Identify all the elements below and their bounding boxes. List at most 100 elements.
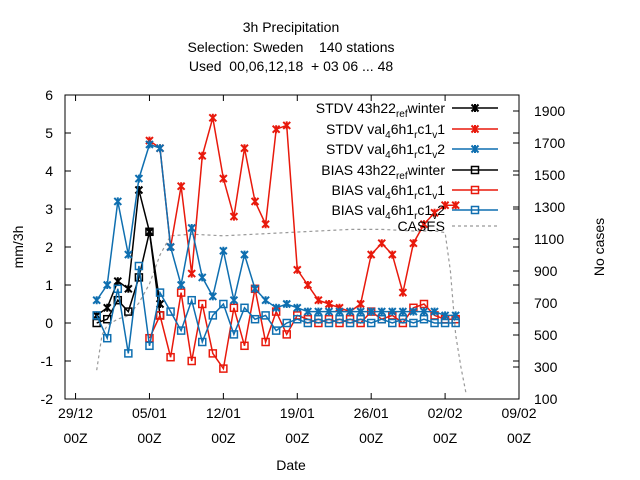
data-point — [430, 208, 439, 218]
legend-label-part: 6h1 — [391, 182, 415, 198]
data-point — [398, 314, 408, 324]
legend-swatch-marker — [470, 165, 480, 175]
legend-label: CASES — [398, 218, 445, 234]
data-point — [92, 295, 101, 305]
data-point — [92, 311, 101, 320]
data-point — [113, 295, 123, 305]
data-point — [229, 330, 239, 339]
data-point — [314, 314, 323, 324]
data-point — [208, 311, 218, 320]
x-tick-label-hour: 00Z — [359, 430, 384, 446]
y-tick-label: -2 — [41, 391, 54, 407]
data-point — [113, 197, 122, 206]
legend-swatch-marker — [470, 124, 480, 134]
y-axis-label: mm/3h — [10, 226, 26, 269]
legend-swatch-marker — [470, 144, 480, 154]
x-tick-label-hour: 00Z — [137, 430, 162, 446]
legend-label: BIAS val46h1rc1v2 — [331, 202, 445, 222]
legend-label-part: 6h1 — [391, 141, 415, 157]
legend-label-subscript: v — [432, 191, 437, 202]
data-point — [92, 311, 101, 320]
data-point — [250, 197, 260, 206]
y2-tick-label: 1900 — [534, 103, 565, 119]
x-tick-label: 05/01 — [132, 405, 167, 421]
x-tick-label: 02/02 — [428, 405, 463, 421]
data-point — [102, 333, 112, 343]
data-point — [430, 318, 439, 328]
y2-tick-label: 100 — [534, 391, 558, 407]
legend-label-subscript: 4 — [385, 150, 391, 161]
data-point — [176, 326, 186, 335]
data-point — [293, 265, 302, 275]
data-point — [219, 174, 228, 183]
legend-label-subscript: v — [432, 211, 437, 222]
data-point — [303, 307, 313, 316]
chart-title-line-1: 3h Precipitation — [243, 19, 340, 35]
data-point — [377, 314, 386, 324]
x-tick-label: 29/12 — [58, 405, 93, 421]
data-point — [124, 250, 133, 259]
data-point — [145, 341, 154, 351]
data-point — [103, 303, 112, 313]
data-point — [176, 288, 186, 297]
legend-label-part: c1 — [417, 141, 432, 157]
legend-label-subscript: r — [414, 150, 418, 161]
legend-label-part: BIAS val — [331, 202, 385, 218]
legend-label: STDV 43h22refwinter — [316, 100, 446, 120]
legend-swatch-marker — [470, 103, 480, 113]
data-point — [282, 299, 291, 309]
data-point — [261, 295, 270, 305]
data-point — [240, 143, 249, 153]
data-point — [198, 299, 207, 309]
data-point — [198, 337, 207, 347]
data-point — [388, 250, 397, 259]
data-point — [261, 337, 270, 347]
data-point — [187, 223, 196, 233]
data-point — [419, 299, 429, 309]
data-point — [208, 113, 218, 123]
legend-label-subscript: ref — [396, 171, 408, 182]
legend-label-part: STDV 43h22 — [316, 100, 396, 116]
data-point — [261, 219, 270, 229]
legend-label-part: c1 — [417, 202, 432, 218]
data-point — [335, 307, 344, 316]
legend-label-subscript: r — [414, 191, 418, 202]
legend-label-part: c1 — [417, 121, 432, 137]
data-point — [440, 318, 450, 328]
data-point — [419, 314, 429, 324]
legend-label-subscript: 4 — [385, 211, 391, 222]
legend-label-part: BIAS 43h22 — [321, 162, 396, 178]
data-point — [155, 311, 165, 320]
chart-title-line-2: Selection: Sweden 140 stations — [187, 39, 394, 55]
data-point — [430, 307, 439, 316]
legend-label-part: c1 — [417, 182, 432, 198]
data-point — [198, 273, 207, 282]
legend-label-part: winter — [407, 162, 446, 178]
x-tick-label: 09/02 — [501, 405, 536, 421]
data-point — [155, 288, 165, 297]
data-point — [229, 295, 239, 305]
legend-swatch-marker — [470, 205, 480, 215]
data-point — [113, 284, 123, 294]
legend-label-part: 1 — [437, 182, 445, 198]
data-point — [282, 121, 291, 130]
legend-label-part: STDV val — [326, 141, 385, 157]
y-tick-label: 5 — [45, 125, 53, 141]
data-point — [208, 349, 218, 358]
x-tick-label: 12/01 — [206, 405, 241, 421]
data-point — [271, 124, 281, 134]
legend-swatch-marker — [470, 185, 480, 195]
legend-label-subscript: r — [414, 130, 418, 141]
data-point — [250, 314, 260, 324]
y-tick-label: 6 — [45, 87, 53, 103]
series-bias-43h22-ref-winter — [92, 227, 165, 328]
data-point — [124, 284, 133, 294]
legend-label-part: 6h1 — [391, 202, 415, 218]
data-point — [187, 269, 196, 278]
data-point — [419, 307, 429, 316]
data-point — [271, 303, 281, 313]
x-tick-label-hour: 00Z — [285, 430, 310, 446]
y-tick-label: 0 — [45, 315, 53, 331]
